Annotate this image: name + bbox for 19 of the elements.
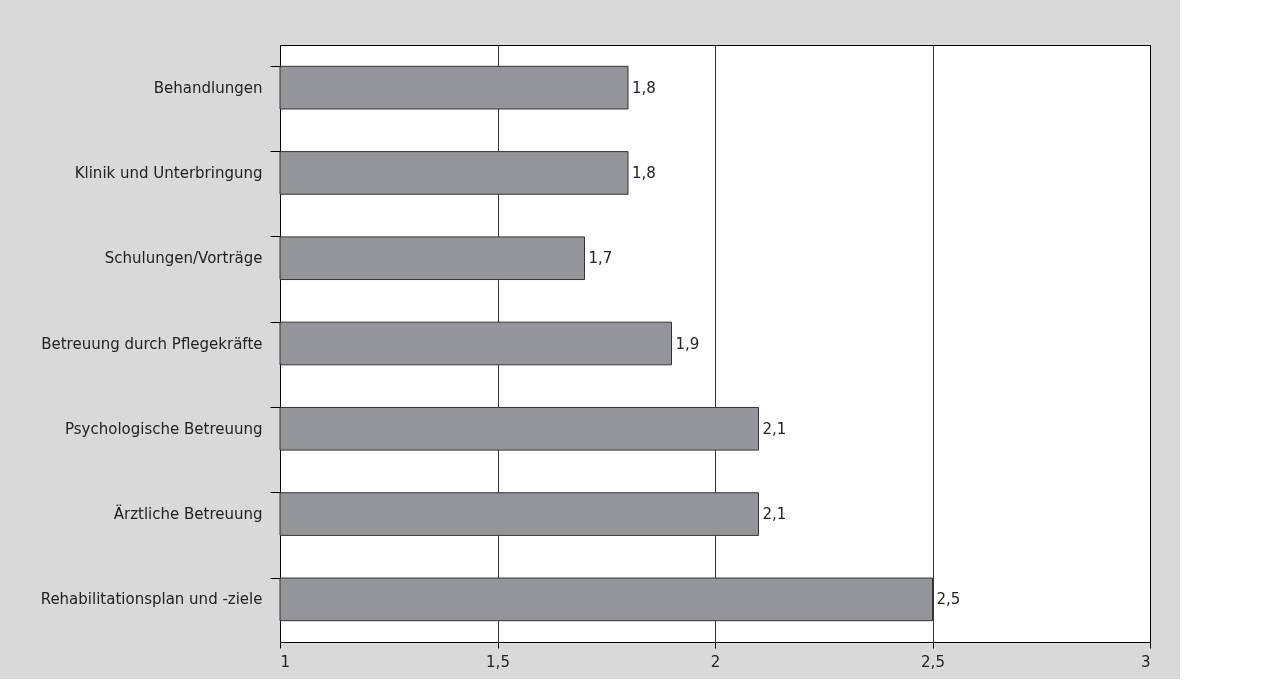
y-tick-label: Schulungen/Vorträge bbox=[104, 249, 263, 268]
data-label: 2,1 bbox=[762, 505, 787, 524]
x-tick-label: 1 bbox=[280, 652, 291, 671]
data-label: 1,7 bbox=[588, 249, 613, 268]
data-label: 1,8 bbox=[632, 163, 656, 182]
y-tick-label: Behandlungen bbox=[153, 78, 263, 97]
data-label: 2,5 bbox=[936, 590, 961, 609]
data-label: 1,8 bbox=[632, 78, 656, 97]
x-tick-label: 2,5 bbox=[921, 652, 945, 671]
y-tick-label: Psychologische Betreuung bbox=[64, 419, 263, 438]
x-tick-label: 2 bbox=[710, 652, 721, 671]
y-tick-label: Betreuung durch Pflegekräfte bbox=[41, 334, 263, 353]
y-tick-label: Ärztliche Betreuung bbox=[113, 504, 263, 524]
y-tick-label: Klinik und Unterbringung bbox=[74, 163, 263, 182]
x-tick-label: 1,5 bbox=[486, 652, 510, 671]
x-tick-label: 3 bbox=[1140, 652, 1151, 671]
data-label: 1,9 bbox=[675, 334, 700, 353]
y-tick-label: Rehabilitationsplan und -ziele bbox=[40, 590, 263, 609]
data-label: 2,1 bbox=[762, 419, 787, 438]
